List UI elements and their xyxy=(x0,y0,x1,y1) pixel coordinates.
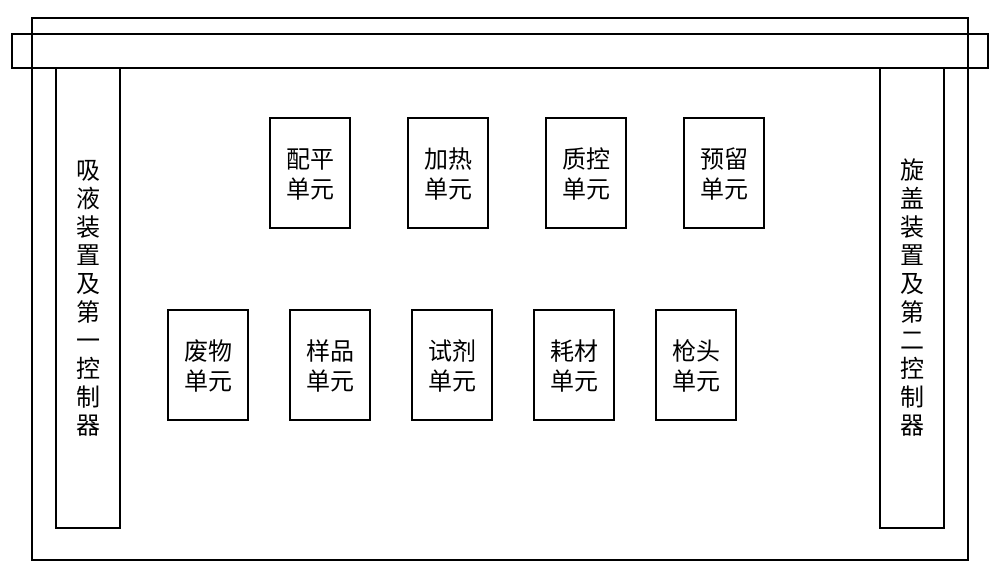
svg-text:器: 器 xyxy=(76,414,100,440)
svg-text:样品: 样品 xyxy=(306,339,354,366)
layout-diagram: 吸液装置及第一控制器 旋盖装置及第二控制器 配平单元加热单元质控单元预留单元 废… xyxy=(0,0,1000,576)
right-column-label: 旋盖装置及第二控制器 xyxy=(900,158,924,440)
svg-text:单元: 单元 xyxy=(562,177,610,204)
svg-text:装: 装 xyxy=(900,214,924,241)
qc-unit: 质控单元 xyxy=(546,118,626,228)
consumable-unit: 耗材单元 xyxy=(534,310,614,420)
svg-text:盖: 盖 xyxy=(900,186,924,213)
heating-unit: 加热单元 xyxy=(408,118,488,228)
top-rail xyxy=(12,34,988,68)
svg-text:第: 第 xyxy=(76,299,100,326)
svg-text:制: 制 xyxy=(900,384,924,411)
svg-text:单元: 单元 xyxy=(550,369,598,396)
svg-text:置: 置 xyxy=(900,244,924,270)
svg-text:加热: 加热 xyxy=(424,147,472,174)
svg-text:及: 及 xyxy=(76,272,100,298)
svg-text:废物: 废物 xyxy=(184,339,232,366)
reagent-unit: 试剂单元 xyxy=(412,310,492,420)
svg-text:控: 控 xyxy=(76,356,100,383)
left-column xyxy=(56,68,120,528)
svg-text:二: 二 xyxy=(900,329,924,355)
reserved-unit: 预留单元 xyxy=(684,118,764,228)
tip-unit: 枪头单元 xyxy=(656,310,736,420)
svg-text:单元: 单元 xyxy=(306,369,354,396)
svg-text:吸: 吸 xyxy=(76,159,100,185)
svg-text:单元: 单元 xyxy=(428,369,476,396)
svg-text:一: 一 xyxy=(76,329,100,355)
svg-text:单元: 单元 xyxy=(286,177,334,204)
svg-text:单元: 单元 xyxy=(424,177,472,204)
svg-text:单元: 单元 xyxy=(184,369,232,396)
svg-text:耗材: 耗材 xyxy=(550,339,598,366)
left-column-label: 吸液装置及第一控制器 xyxy=(76,159,100,440)
svg-text:第: 第 xyxy=(900,299,924,326)
right-column xyxy=(880,68,944,528)
svg-text:置: 置 xyxy=(76,244,100,270)
svg-text:预留: 预留 xyxy=(700,147,748,174)
sample-unit: 样品单元 xyxy=(290,310,370,420)
waste-unit: 废物单元 xyxy=(168,310,248,420)
svg-text:旋: 旋 xyxy=(900,158,924,185)
svg-text:质控: 质控 xyxy=(562,147,610,174)
units-row-2: 废物单元样品单元试剂单元耗材单元枪头单元 xyxy=(168,310,736,420)
svg-text:单元: 单元 xyxy=(700,177,748,204)
svg-text:试剂: 试剂 xyxy=(428,339,476,366)
svg-text:及: 及 xyxy=(900,272,924,298)
svg-text:器: 器 xyxy=(900,414,924,440)
svg-text:配平: 配平 xyxy=(286,148,334,174)
units-row-1: 配平单元加热单元质控单元预留单元 xyxy=(270,118,764,228)
svg-text:液: 液 xyxy=(76,186,100,213)
svg-text:枪头: 枪头 xyxy=(672,339,720,366)
svg-text:单元: 单元 xyxy=(672,369,720,396)
svg-text:控: 控 xyxy=(900,356,924,383)
balance-unit: 配平单元 xyxy=(270,118,350,228)
outer-frame xyxy=(32,18,968,560)
svg-text:制: 制 xyxy=(76,384,100,411)
svg-text:装: 装 xyxy=(76,214,100,241)
